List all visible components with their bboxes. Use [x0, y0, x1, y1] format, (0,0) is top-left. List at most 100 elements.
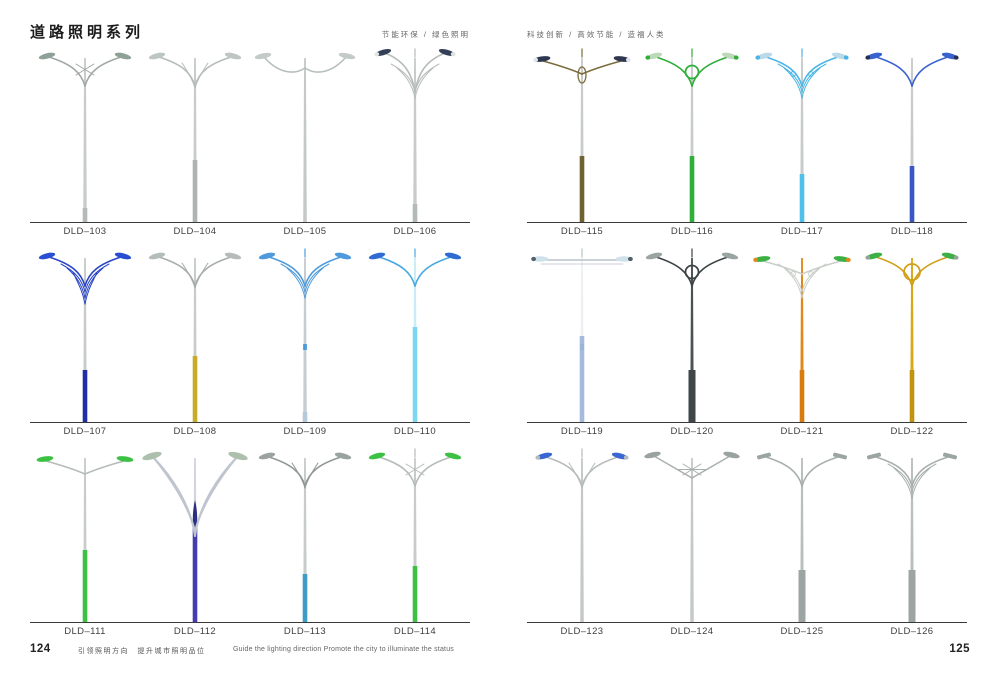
streetlight-drawing [148, 52, 242, 222]
streetlight-drawing [645, 248, 739, 422]
streetlight-figure [747, 44, 857, 222]
streetlight-figure [360, 44, 470, 222]
streetlight-drawing [142, 451, 248, 622]
streetlight-figure [250, 244, 360, 422]
streetlight-drawing [36, 456, 134, 622]
model-label: DLD–119 [560, 426, 604, 437]
label-strip: DLD–123 DLD–124 DLD–125 DLD–126 [527, 623, 967, 640]
streetlight-drawing [531, 248, 633, 422]
footer-slogan-cn: 引领照明方向 提升城市照明品位 [78, 648, 206, 655]
model-row: DLD–115 DLD–116 DLD–117 DLD–118 [527, 44, 967, 240]
model-row: DLD–107 DLD–108 DLD–109 DLD–110 [30, 244, 470, 440]
model-label: DLD–105 [283, 226, 327, 237]
page-right-tagline: 科技创新 / 高效节能 / 造福人类 [527, 29, 666, 39]
figure-strip [527, 444, 967, 623]
streetlight-figure [30, 444, 140, 622]
model-label: DLD–115 [560, 226, 604, 237]
lamp-grid-left: DLD–103 DLD–104 DLD–105 DLD–106 DLD–107 DLD–1… [30, 44, 470, 640]
streetlight-figure [857, 244, 967, 422]
streetlight-drawing [865, 252, 959, 422]
streetlight-drawing [644, 451, 740, 622]
figure-strip [30, 44, 470, 223]
model-label: DLD–109 [283, 426, 327, 437]
streetlight-drawing [756, 452, 848, 622]
page-left: 道路照明系列 节能环保 / 绿色照明 DLD–103 DLD–104 DLD–105… [30, 0, 470, 644]
streetlight-drawing [368, 248, 462, 422]
streetlight-figure [747, 244, 857, 422]
streetlight-drawing [535, 448, 629, 622]
model-label: DLD–116 [670, 226, 714, 237]
model-label: DLD–120 [670, 426, 714, 437]
model-label: DLD–113 [283, 626, 327, 637]
streetlight-drawing [258, 248, 352, 422]
streetlight-drawing [368, 448, 462, 622]
streetlight-figure [527, 244, 637, 422]
model-label: DLD–103 [63, 226, 107, 237]
streetlight-drawing [753, 256, 851, 422]
label-strip: DLD–107 DLD–108 DLD–109 DLD–110 [30, 423, 470, 440]
label-strip: DLD–119 DLD–120 DLD–121 DLD–122 [527, 423, 967, 440]
streetlight-drawing [38, 252, 132, 422]
page-number-right: 125 [949, 643, 970, 655]
label-strip: DLD–111 DLD–112 DLD–113 DLD–114 [30, 623, 470, 640]
label-strip: DLD–103 DLD–104 DLD–105 DLD–106 [30, 223, 470, 240]
model-label: DLD–111 [64, 626, 106, 637]
model-label: DLD–118 [890, 226, 934, 237]
figure-strip [30, 444, 470, 623]
model-label: DLD–122 [890, 426, 934, 437]
page-title: 道路照明系列 [30, 24, 145, 41]
page-number-left: 124 [30, 643, 51, 655]
footer-slogan-en: Guide the lighting direction Promote the… [233, 646, 454, 653]
streetlight-drawing [258, 452, 352, 622]
streetlight-drawing [866, 452, 958, 622]
model-label: DLD–121 [780, 426, 824, 437]
streetlight-drawing [374, 48, 456, 222]
model-label: DLD–124 [670, 626, 714, 637]
streetlight-drawing [38, 52, 132, 222]
streetlight-drawing [254, 52, 356, 222]
page-right-header: 科技创新 / 高效节能 / 造福人类 [527, 0, 967, 40]
streetlight-figure [637, 244, 747, 422]
page-left-tagline: 节能环保 / 绿色照明 [381, 29, 470, 39]
model-row: DLD–123 DLD–124 DLD–125 DLD–126 [527, 444, 967, 640]
streetlight-figure [140, 44, 250, 222]
model-row: DLD–119 DLD–120 DLD–121 DLD–122 [527, 244, 967, 440]
streetlight-figure [250, 44, 360, 222]
model-label: DLD–125 [780, 626, 824, 637]
model-row: DLD–111 DLD–112 DLD–113 DLD–114 [30, 444, 470, 640]
streetlight-drawing [148, 252, 242, 422]
model-label: DLD–107 [63, 426, 107, 437]
page-left-header: 道路照明系列 节能环保 / 绿色照明 [30, 0, 470, 40]
model-label: DLD–106 [393, 226, 437, 237]
model-label: DLD–108 [173, 426, 217, 437]
model-label: DLD–112 [173, 626, 217, 637]
streetlight-figure [747, 444, 857, 622]
model-label: DLD–117 [780, 226, 824, 237]
streetlight-figure [637, 44, 747, 222]
streetlight-figure [360, 444, 470, 622]
label-strip: DLD–115 DLD–116 DLD–117 DLD–118 [527, 223, 967, 240]
model-label: DLD–114 [393, 626, 437, 637]
page-right: 科技创新 / 高效节能 / 造福人类 DLD–115 DLD–116 DLD–117… [527, 0, 967, 644]
figure-strip [527, 244, 967, 423]
streetlight-figure [857, 444, 967, 622]
streetlight-drawing [755, 48, 849, 222]
streetlight-figure [140, 444, 250, 622]
streetlight-figure [527, 44, 637, 222]
streetlight-figure [360, 244, 470, 422]
streetlight-drawing [533, 48, 631, 222]
model-label: DLD–104 [173, 226, 217, 237]
model-row: DLD–103 DLD–104 DLD–105 DLD–106 [30, 44, 470, 240]
streetlight-figure [857, 44, 967, 222]
figure-strip [30, 244, 470, 423]
streetlight-figure [30, 44, 140, 222]
streetlight-drawing [865, 52, 959, 222]
streetlight-figure [140, 244, 250, 422]
lamp-grid-right: DLD–115 DLD–116 DLD–117 DLD–118 DLD–119 DLD–1… [527, 44, 967, 640]
footer: 124 引领照明方向 提升城市照明品位 Guide the lighting d… [0, 643, 1000, 665]
model-label: DLD–126 [890, 626, 934, 637]
streetlight-figure [527, 444, 637, 622]
model-label: DLD–110 [393, 426, 437, 437]
figure-strip [527, 44, 967, 223]
streetlight-figure [250, 444, 360, 622]
